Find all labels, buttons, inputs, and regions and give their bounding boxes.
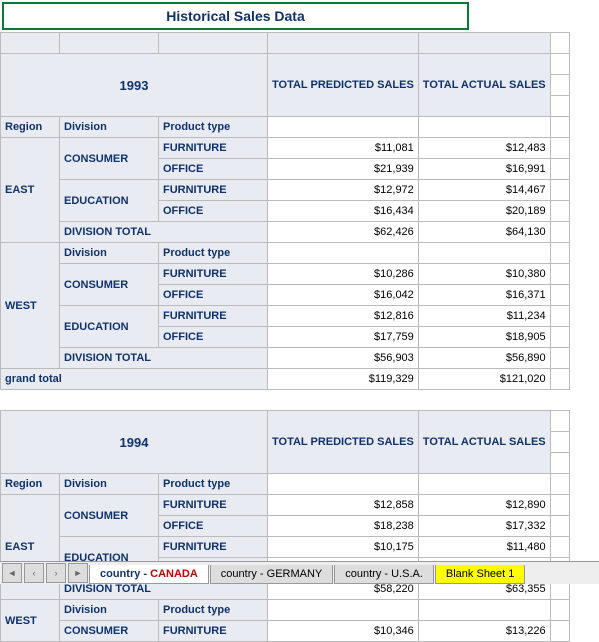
report-title: Historical Sales Data [2,2,469,30]
tab-blank[interactable]: Blank Sheet 1 [435,565,526,584]
year-1994: 1994 [1,411,268,474]
tab-nav-first[interactable]: ◄ [2,563,22,583]
tab-usa[interactable]: country - U.S.A. [334,565,434,584]
col-actual: TOTAL ACTUAL SALES [418,54,550,117]
grand-total: grand total [1,369,268,390]
region-west: WEST [1,243,60,369]
hdr-region: Region [1,117,60,138]
region-east: EAST [1,138,60,243]
tab-nav-last[interactable]: ► [68,563,88,583]
tab-germany[interactable]: country - GERMANY [210,565,333,584]
tab-canada[interactable]: country - CANADA [89,565,209,584]
tab-nav-prev[interactable]: ‹ [24,563,44,583]
data-grid: 1993TOTAL PREDICTED SALESTOTAL ACTUAL SA… [0,32,570,642]
year-1993: 1993 [1,54,268,117]
tab-nav-next[interactable]: › [46,563,66,583]
col-predicted: TOTAL PREDICTED SALES [268,54,419,117]
hdr-ptype: Product type [159,117,268,138]
division-total: DIVISION TOTAL [60,222,268,243]
sheet-tabs: ◄ ‹ › ► country - CANADA country - GERMA… [0,561,599,584]
hdr-division: Division [60,117,159,138]
